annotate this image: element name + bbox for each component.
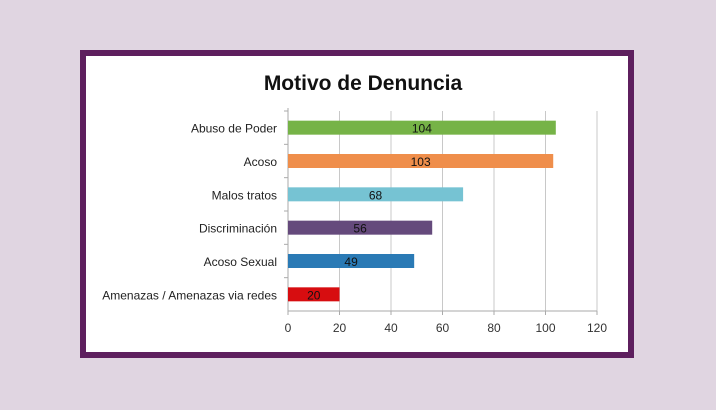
x-tick-label: 20 xyxy=(333,321,347,335)
bar-5 xyxy=(288,254,415,268)
bar-3 xyxy=(288,187,464,202)
category-label: Acoso xyxy=(244,155,278,169)
category-label: Amenazas / Amenazas via redes xyxy=(102,288,277,302)
category-label: Acoso Sexual xyxy=(204,255,277,269)
category-label: Abuso de Poder xyxy=(191,122,277,136)
data-label: 56 xyxy=(353,222,367,236)
bar-1 xyxy=(288,120,556,135)
bar-4 xyxy=(288,220,433,235)
x-tick-label: 100 xyxy=(535,321,555,335)
data-label: 103 xyxy=(411,155,431,169)
x-tick-label: 0 xyxy=(285,321,292,335)
data-label: 68 xyxy=(369,188,383,202)
chart-frame xyxy=(80,50,634,358)
x-tick-label: 120 xyxy=(587,321,607,335)
category-label: Discriminación xyxy=(199,222,277,236)
x-tick-label: 40 xyxy=(384,321,398,335)
x-tick-label: 80 xyxy=(487,321,501,335)
data-label: 20 xyxy=(307,288,321,302)
x-tick-label: 60 xyxy=(436,321,450,335)
category-label: Malos tratos xyxy=(212,188,277,202)
data-label: 49 xyxy=(344,255,358,269)
data-label: 104 xyxy=(412,122,432,136)
bar-2 xyxy=(288,154,554,168)
bar-6 xyxy=(288,287,340,302)
chart-title: Motivo de Denuncia xyxy=(264,72,463,95)
